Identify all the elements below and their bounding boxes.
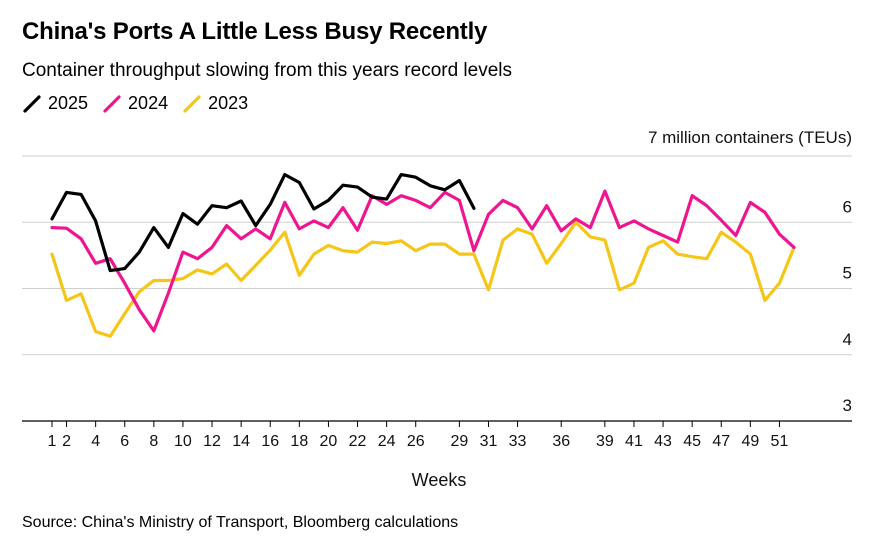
x-tick-label: 2 bbox=[62, 433, 71, 450]
x-tick-label: 43 bbox=[654, 433, 672, 450]
x-tick-label: 1 bbox=[48, 433, 57, 450]
y-tick-label: 4 bbox=[843, 330, 852, 349]
x-tick-label: 31 bbox=[480, 433, 498, 450]
series-line-2025 bbox=[50, 173, 476, 273]
x-tick-label: 24 bbox=[378, 433, 396, 450]
x-tick-label: 49 bbox=[741, 433, 759, 450]
x-tick-label: 12 bbox=[203, 433, 221, 450]
x-tick-label: 16 bbox=[261, 433, 279, 450]
chart-subtitle: Container throughput slowing from this y… bbox=[22, 60, 513, 81]
legend-swatch-2023-icon bbox=[183, 94, 201, 113]
x-axis-title: Weeks bbox=[412, 470, 467, 490]
source-note: Source: China's Ministry of Transport, B… bbox=[22, 514, 459, 531]
legend-label-2023: 2023 bbox=[208, 93, 249, 113]
legend-item-2024: 2024 bbox=[102, 93, 168, 114]
legend-item-2023: 2023 bbox=[182, 93, 248, 114]
x-tick-label: 36 bbox=[552, 433, 570, 450]
x-tick-label: 41 bbox=[625, 433, 643, 450]
x-tick-label: 26 bbox=[407, 433, 425, 450]
x-tick-label: 51 bbox=[771, 433, 789, 450]
unit-label: 7 million containers (TEUs) bbox=[648, 128, 852, 147]
legend: 2025 2024 2023 bbox=[22, 93, 262, 114]
x-tick-label: 29 bbox=[450, 433, 468, 450]
x-tick-label: 39 bbox=[596, 433, 614, 450]
x-tick-label: 33 bbox=[509, 433, 527, 450]
series-lines bbox=[50, 173, 796, 338]
x-tick-label: 4 bbox=[91, 433, 100, 450]
x-tick-label: 18 bbox=[290, 433, 308, 450]
chart-title: China's Ports A Little Less Busy Recentl… bbox=[22, 18, 488, 45]
legend-swatch-2025-icon bbox=[23, 94, 41, 113]
x-tick-label: 10 bbox=[174, 433, 192, 450]
x-tick-label: 14 bbox=[232, 433, 250, 450]
x-axis-ticks: 1 2 4 6 8 10 12 14 16 18 20 22 24 26 29 31 33 36 39 41 43 45 4… bbox=[48, 421, 789, 450]
x-tick-label: 8 bbox=[149, 433, 158, 450]
legend-label-2024: 2024 bbox=[128, 93, 169, 113]
x-tick-label: 22 bbox=[349, 433, 367, 450]
y-tick-label: 6 bbox=[843, 197, 852, 216]
y-tick-label: 5 bbox=[843, 264, 852, 283]
legend-swatch-2024-icon bbox=[103, 94, 121, 113]
y-tick-label: 3 bbox=[843, 396, 852, 415]
legend-label-2025: 2025 bbox=[48, 93, 89, 113]
legend-item-2025: 2025 bbox=[22, 93, 88, 114]
x-tick-label: 6 bbox=[120, 433, 129, 450]
x-tick-label: 47 bbox=[712, 433, 730, 450]
series-line-2023 bbox=[50, 220, 796, 338]
series-line-2024 bbox=[50, 189, 796, 333]
y-axis-ticks: 3 4 5 6 bbox=[843, 197, 852, 415]
x-tick-label: 45 bbox=[683, 433, 701, 450]
x-tick-label: 20 bbox=[320, 433, 338, 450]
grid-lines bbox=[22, 155, 852, 422]
